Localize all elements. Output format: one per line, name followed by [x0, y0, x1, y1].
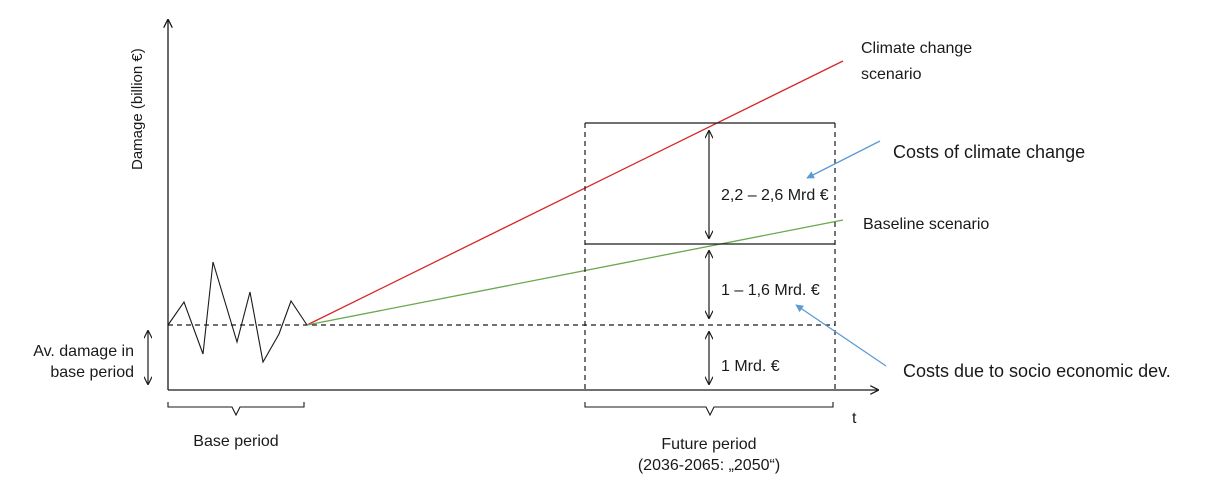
climate-scenario-label-1: Climate change	[861, 40, 972, 57]
base-period-label: Base period	[193, 433, 278, 450]
future-period-label-2: (2036-2065: „2050“)	[638, 457, 780, 474]
costs-climate-callout-arrow	[806, 140, 881, 179]
base-period-damage-series	[167, 261, 308, 364]
costs-climate-label: Costs of climate change	[893, 142, 1085, 162]
climate-change-scenario-line	[306, 60, 844, 326]
range-mid-label: 1 – 1,6 Mrd. €	[721, 282, 820, 299]
costs-socio-callout-arrow	[795, 304, 887, 367]
baseline-scenario-line	[306, 219, 844, 326]
av-damage-label-1: Av. damage in	[33, 343, 134, 360]
costs-socio-label: Costs due to socio economic dev.	[903, 361, 1171, 381]
range-top-label: 2,2 – 2,6 Mrd €	[721, 187, 829, 204]
x-axis-label: t	[852, 410, 857, 427]
range-bottom-label: 1 Mrd. €	[721, 358, 780, 375]
future-period-label-1: Future period	[661, 436, 756, 453]
future-period-brace	[584, 402, 834, 417]
baseline-scenario-label: Baseline scenario	[863, 216, 989, 233]
climate-scenario-label-2: scenario	[861, 66, 922, 83]
av-damage-label-2: base period	[50, 364, 134, 381]
base-period-brace	[167, 402, 305, 417]
y-axis-label: Damage (billion €)	[129, 48, 146, 170]
